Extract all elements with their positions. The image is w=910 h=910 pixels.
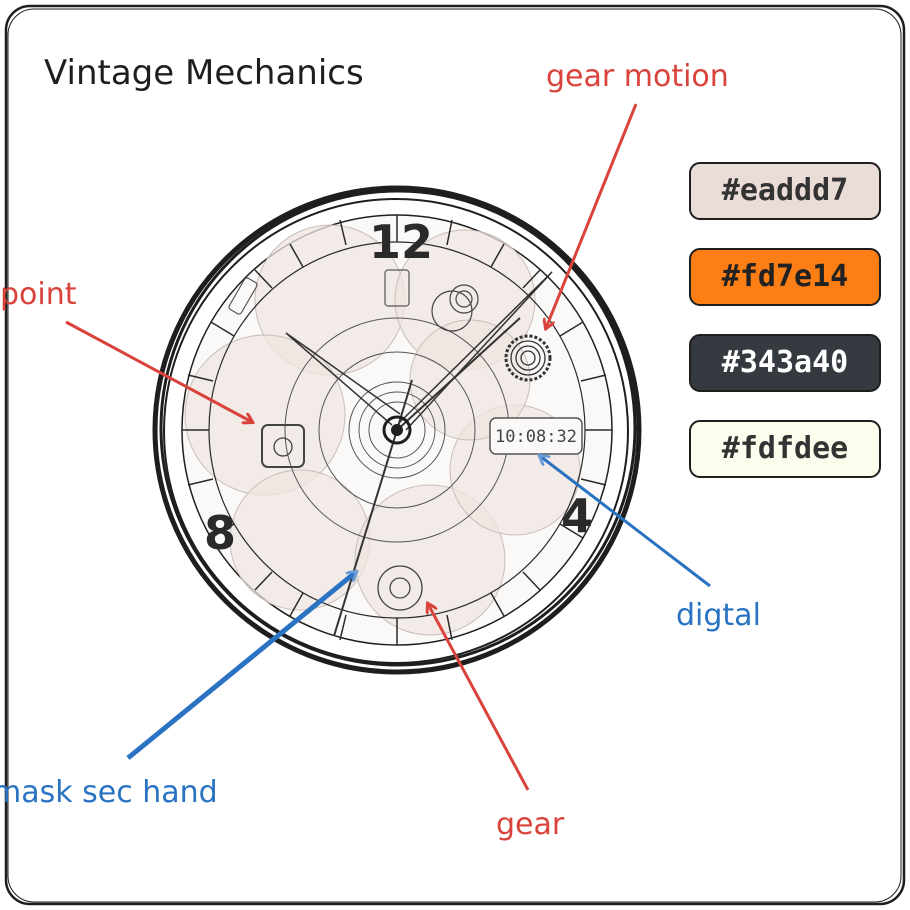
arrow-digital — [540, 456, 711, 588]
marker-plate — [384, 269, 410, 307]
marker-slot — [228, 277, 258, 315]
label-point: point — [0, 277, 77, 312]
numeral-8: 8 — [204, 506, 236, 560]
swatch-label: #eaddd7 — [722, 173, 848, 208]
arrow-gear-motion — [546, 103, 638, 328]
swatch-fd7e14: #fd7e14 — [689, 248, 881, 306]
page-title: Vintage Mechanics — [44, 53, 364, 93]
label-gear: gear — [496, 807, 565, 842]
second-hand-tail — [396, 379, 413, 431]
numeral-4: 4 — [561, 489, 593, 543]
swatch-eaddd7: #eaddd7 — [689, 162, 881, 220]
watch: 12 4 8 10:08:32 — [152, 185, 642, 675]
digital-display: 10:08:32 — [489, 417, 583, 455]
swatch-label: #fd7e14 — [722, 259, 848, 294]
frame — [4, 4, 906, 906]
swatch-fdfdee: #fdfdee — [689, 420, 881, 478]
digital-time: 10:08:32 — [495, 427, 577, 447]
swatch-label: #fdfdee — [722, 431, 848, 466]
label-mask-sec-hand: mask sec hand — [0, 775, 218, 810]
bottom-gear-icon — [377, 565, 423, 611]
swatch-343a40: #343a40 — [689, 334, 881, 392]
hour-ticks — [182, 215, 612, 645]
swatch-label: #343a40 — [722, 345, 848, 380]
toothed-gear-icon — [504, 334, 552, 382]
small-gear-icon — [431, 284, 479, 332]
numeral-12: 12 — [369, 215, 433, 269]
arrow-mask-sec-hand — [126, 572, 356, 760]
watch-hands — [285, 271, 553, 637]
center-hub — [382, 415, 412, 445]
second-hand — [333, 429, 398, 637]
watch-bezel — [152, 185, 642, 675]
hour-hand — [285, 332, 401, 426]
minute-hand-extra — [396, 317, 521, 431]
arrow-point — [65, 320, 252, 422]
annotations: gear motion point digtal mask sec hand g… — [0, 59, 761, 842]
pointer-square-icon — [261, 424, 305, 468]
arrow-gear — [428, 604, 530, 791]
palette: #eaddd7 #fd7e14 #343a40 #fdfdee — [689, 162, 881, 478]
label-gear-motion: gear motion — [546, 59, 729, 94]
label-digital: digtal — [676, 598, 761, 633]
